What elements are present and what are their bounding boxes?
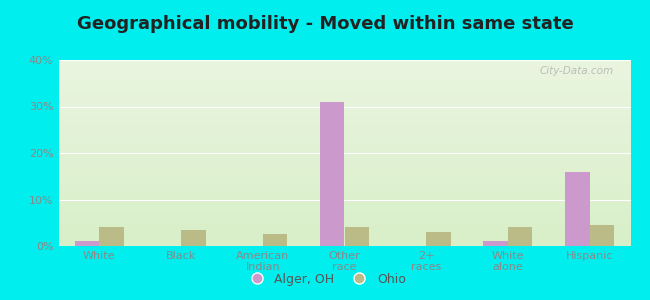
Bar — [320, 102, 345, 246]
Bar — [426, 232, 450, 246]
Bar — [590, 225, 614, 246]
Bar — [484, 241, 508, 246]
Bar — [565, 172, 590, 246]
Bar — [344, 227, 369, 246]
Text: Geographical mobility - Moved within same state: Geographical mobility - Moved within sam… — [77, 15, 573, 33]
Text: City-Data.com: City-Data.com — [540, 66, 614, 76]
Bar — [508, 227, 532, 246]
Bar — [99, 227, 124, 246]
Bar — [263, 234, 287, 246]
Legend: Alger, OH, Ohio: Alger, OH, Ohio — [239, 268, 411, 291]
Bar — [181, 230, 205, 246]
Bar — [75, 241, 99, 246]
